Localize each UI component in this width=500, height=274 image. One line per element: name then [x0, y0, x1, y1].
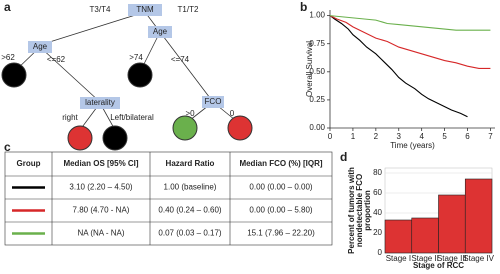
tree-node-box — [80, 97, 120, 109]
table-cell: NA (NA - NA) — [77, 229, 124, 238]
table-header: Median OS [95% CI] — [63, 159, 138, 168]
tree-edge — [159, 31, 214, 103]
table-header: Hazard Ratio — [166, 159, 215, 168]
tree-node-box — [202, 96, 224, 108]
y-axis-label: nondetectable FCO — [355, 174, 364, 247]
x-axis-label: Stage of RCC — [413, 261, 464, 270]
panel-label: b — [300, 0, 307, 14]
table-frame — [4, 151, 333, 246]
table-cell: 0.00 (0.00 – 0.00) — [249, 183, 312, 192]
y-tick-label: 40 — [373, 208, 382, 217]
tree-edge-label: right — [62, 113, 78, 122]
x-tick-label: 5 — [442, 132, 447, 141]
bar — [438, 194, 466, 254]
tree-leaf — [1, 62, 27, 88]
tree-node-box — [128, 4, 162, 16]
tree-edge-label: >62 — [1, 53, 15, 62]
y-tick-label: 0.75 — [309, 39, 325, 48]
table-header: Group — [17, 159, 41, 168]
y-tick-label: 0 — [378, 248, 383, 257]
tree-leaf — [227, 115, 253, 141]
table-cell: 15.1 (7.96 – 22.20) — [247, 229, 315, 238]
panel-label: a — [4, 0, 11, 14]
tree-node-label: FCO — [205, 97, 222, 106]
tree-leaf — [102, 125, 128, 151]
y-axis-label: Overall Survival — [305, 41, 314, 97]
x-axis-label: Time (years) — [390, 141, 435, 150]
x-tick-label: 3 — [397, 132, 402, 141]
bar — [464, 178, 493, 254]
x-tick-label: 1 — [351, 132, 356, 141]
tree-node-label: laterality — [85, 98, 115, 107]
bar — [411, 217, 439, 254]
y-tick-label: 0.00 — [309, 123, 325, 132]
tree-leaf — [67, 125, 93, 151]
x-tick-label: 7 — [488, 132, 493, 141]
x-tick-label: Stage I — [386, 254, 411, 263]
survival-line — [329, 15, 468, 118]
x-tick-label: Stage III — [437, 254, 467, 263]
x-tick-label: 2 — [374, 132, 379, 141]
y-tick-label: 80 — [373, 168, 382, 177]
x-tick-label: 6 — [465, 132, 470, 141]
x-tick-label: 0 — [328, 132, 333, 141]
y-axis-label: Percent of tumors with — [347, 167, 356, 254]
table-cell: 1.00 (baseline) — [164, 183, 217, 192]
tree-node-label: Age — [33, 42, 48, 51]
tree-edge — [39, 46, 101, 103]
tree-edge-label: T3/T4 — [90, 5, 111, 14]
tree-edge-label: >74 — [129, 53, 143, 62]
y-tick-label: 20 — [373, 228, 382, 237]
tree-node-box — [28, 41, 52, 53]
tree-leaf — [127, 62, 153, 88]
x-tick-label: Stage II — [411, 254, 439, 263]
tree-layout — [1, 11, 253, 151]
y-tick-label: 1.00 — [309, 11, 325, 20]
table-cell: 0.40 (0.24 – 0.60) — [158, 206, 221, 215]
survival-line — [329, 15, 491, 31]
tree-edge-label: 0 — [230, 109, 235, 118]
y-tick-label: 0.50 — [309, 67, 325, 76]
tree-edge — [39, 11, 146, 46]
tree-edge-label: <=74 — [171, 55, 190, 64]
panel-label: c — [4, 140, 11, 154]
y-axis-label: proportion — [363, 190, 372, 231]
bar — [384, 219, 413, 254]
tree-edge-label: Left/bilateral — [110, 113, 154, 122]
table-cell: 3.10 (2.20 – 4.50) — [69, 183, 132, 192]
survival-line — [329, 15, 491, 69]
tree-edge-label: >0 — [185, 109, 195, 118]
y-tick-label: 0.25 — [309, 95, 325, 104]
table-cell: 0.07 (0.03 – 0.17) — [158, 229, 221, 238]
tree-edge-label: T1/T2 — [178, 5, 199, 14]
table-cell: 7.80 (4.70 - NA) — [73, 206, 130, 215]
tree-node-box — [148, 26, 172, 38]
tree-leaf — [172, 115, 198, 141]
table-cell: 0.00 (0.00 – 5.80) — [249, 206, 312, 215]
y-tick-label: 60 — [373, 188, 382, 197]
x-tick-label: 4 — [419, 132, 424, 141]
tree-node-label: TNM — [136, 5, 154, 14]
x-tick-label: Stage IV — [463, 254, 494, 263]
tree-edge-label: <=62 — [47, 55, 66, 64]
tree-node-label: Age — [153, 27, 168, 36]
panel-label: d — [340, 150, 347, 164]
table-header: Median FCO (%) [IQR] — [239, 159, 322, 168]
